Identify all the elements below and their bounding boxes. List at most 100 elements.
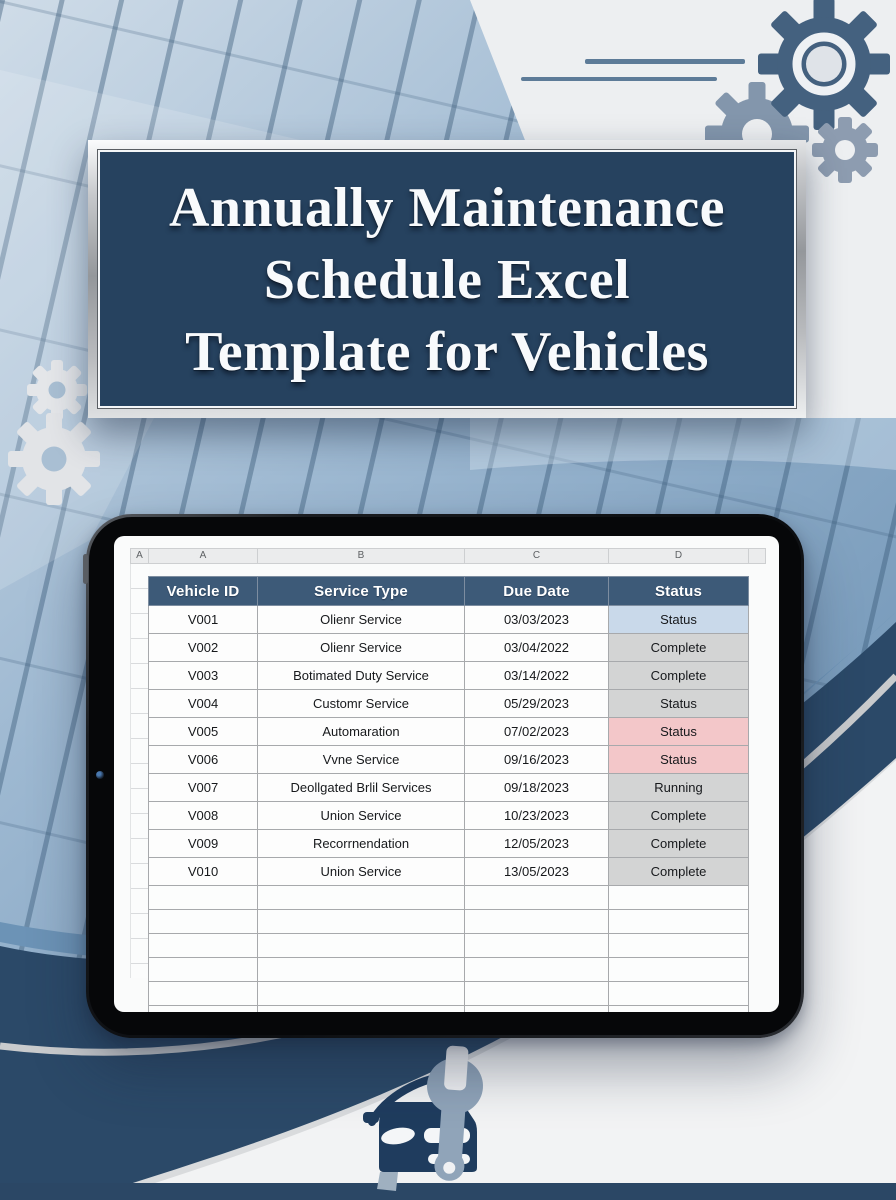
table-row: V001 Olienr Service 03/03/2023 Status	[148, 605, 749, 634]
cell-empty[interactable]	[464, 1005, 609, 1012]
cell-empty[interactable]	[257, 981, 465, 1006]
cell-empty[interactable]	[257, 909, 465, 934]
cell-service-type[interactable]: Automaration	[257, 717, 465, 746]
cell-status[interactable]: Running	[608, 773, 749, 802]
cell-due-date[interactable]: 13/05/2023	[464, 857, 609, 886]
column-letter-filler	[749, 549, 765, 563]
cell-empty[interactable]	[257, 933, 465, 958]
white-region	[70, 745, 896, 1200]
table-row-empty	[148, 981, 749, 1006]
cell-empty[interactable]	[148, 981, 258, 1006]
cell-empty[interactable]	[257, 1005, 465, 1012]
cell-status[interactable]: Status	[608, 689, 749, 718]
cell-due-date[interactable]: 10/23/2023	[464, 801, 609, 830]
cell-empty[interactable]	[257, 885, 465, 910]
header-vehicle-id[interactable]: Vehicle ID	[148, 576, 258, 606]
cell-empty[interactable]	[148, 1005, 258, 1012]
cell-service-type[interactable]: Recorrnendation	[257, 829, 465, 858]
tablet-camera-icon	[96, 771, 104, 779]
cell-empty[interactable]	[148, 957, 258, 982]
cell-status[interactable]: Complete	[608, 801, 749, 830]
cell-empty[interactable]	[464, 957, 609, 982]
cell-empty[interactable]	[148, 885, 258, 910]
cell-vehicle-id[interactable]: V004	[148, 689, 258, 718]
cell-status[interactable]: Complete	[608, 829, 749, 858]
cell-service-type[interactable]: Union Service	[257, 857, 465, 886]
header-due-date[interactable]: Due Date	[464, 576, 609, 606]
table-row: V003 Botimated Duty Service 03/14/2022 Comp…	[148, 661, 749, 690]
cell-vehicle-id[interactable]: V003	[148, 661, 258, 690]
cell-vehicle-id[interactable]: V005	[148, 717, 258, 746]
cell-service-type[interactable]: Union Service	[257, 801, 465, 830]
cell-due-date[interactable]: 03/04/2022	[464, 633, 609, 662]
cell-service-type[interactable]: Olienr Service	[257, 605, 465, 634]
gear-icon	[758, 0, 890, 130]
tablet-side-button[interactable]	[83, 554, 88, 584]
poster-title-line-2: Schedule Excel	[263, 249, 631, 311]
column-letter-a[interactable]: A	[149, 549, 258, 563]
cell-service-type[interactable]: Botimated Duty Service	[257, 661, 465, 690]
cell-status[interactable]: Complete	[608, 857, 749, 886]
column-letter-row: A A B C D	[130, 548, 766, 564]
table-row: V010 Union Service 13/05/2023 Complete	[148, 857, 749, 886]
column-letter-c[interactable]: C	[465, 549, 609, 563]
cell-status[interactable]: Status	[608, 717, 749, 746]
table-row-empty	[148, 909, 749, 934]
cell-vehicle-id[interactable]: V008	[148, 801, 258, 830]
cell-empty[interactable]	[148, 909, 258, 934]
cell-status[interactable]: Status	[608, 605, 749, 634]
cell-status[interactable]: Complete	[608, 661, 749, 690]
table-row-empty	[148, 957, 749, 982]
header-service-type[interactable]: Service Type	[257, 576, 465, 606]
table-row: V008 Union Service 10/23/2023 Complete	[148, 801, 749, 830]
cell-due-date[interactable]: 03/14/2022	[464, 661, 609, 690]
cell-vehicle-id[interactable]: V009	[148, 829, 258, 858]
column-letter-d[interactable]: D	[609, 549, 749, 563]
speed-lines	[521, 59, 745, 81]
gear-icon	[812, 117, 878, 183]
cell-vehicle-id[interactable]: V010	[148, 857, 258, 886]
column-letter-b[interactable]: B	[258, 549, 465, 563]
poster-title-line-3: Template for Vehicles	[185, 321, 709, 383]
header-row: Vehicle ID Service Type Due Date Status	[148, 576, 749, 606]
cell-empty[interactable]	[257, 957, 465, 982]
tablet: A A B C D Vehicle ID Service Type Due Da…	[83, 514, 804, 1038]
header-status[interactable]: Status	[608, 576, 749, 606]
table-row: V004 Customr Service 05/29/2023 Status	[148, 689, 749, 718]
cell-service-type[interactable]: Deollgated Brlil Services	[257, 773, 465, 802]
select-all-corner[interactable]: A	[131, 549, 149, 563]
cell-empty[interactable]	[608, 933, 749, 958]
cell-empty[interactable]	[464, 885, 609, 910]
cell-empty[interactable]	[608, 909, 749, 934]
cell-empty[interactable]	[608, 1005, 749, 1012]
cell-vehicle-id[interactable]: V002	[148, 633, 258, 662]
cell-service-type[interactable]: Vvne Service	[257, 745, 465, 774]
cell-status[interactable]: Complete	[608, 633, 749, 662]
cell-empty[interactable]	[464, 909, 609, 934]
cell-vehicle-id[interactable]: V001	[148, 605, 258, 634]
cell-service-type[interactable]: Olienr Service	[257, 633, 465, 662]
cell-empty[interactable]	[608, 957, 749, 982]
banner-frame: Annually Maintenance Schedule Excel Temp…	[97, 149, 797, 409]
cell-service-type[interactable]: Customr Service	[257, 689, 465, 718]
cell-vehicle-id[interactable]: V006	[148, 745, 258, 774]
cell-due-date[interactable]: 12/05/2023	[464, 829, 609, 858]
cell-due-date[interactable]: 09/18/2023	[464, 773, 609, 802]
cell-empty[interactable]	[464, 933, 609, 958]
cell-vehicle-id[interactable]: V007	[148, 773, 258, 802]
cell-empty[interactable]	[148, 933, 258, 958]
title-banner: Annually Maintenance Schedule Excel Temp…	[88, 140, 806, 418]
gear-icon	[8, 413, 100, 505]
cell-due-date[interactable]: 09/16/2023	[464, 745, 609, 774]
cell-status[interactable]: Status	[608, 745, 749, 774]
cell-due-date[interactable]: 05/29/2023	[464, 689, 609, 718]
table-body: V001 Olienr Service 03/03/2023 Status V002 Ol…	[148, 605, 749, 1012]
cell-empty[interactable]	[608, 981, 749, 1006]
cell-empty[interactable]	[608, 885, 749, 910]
cell-due-date[interactable]: 03/03/2023	[464, 605, 609, 634]
gear-icon	[27, 360, 87, 420]
cell-due-date[interactable]: 07/02/2023	[464, 717, 609, 746]
tablet-screen: A A B C D Vehicle ID Service Type Due Da…	[114, 536, 779, 1012]
cell-empty[interactable]	[464, 981, 609, 1006]
